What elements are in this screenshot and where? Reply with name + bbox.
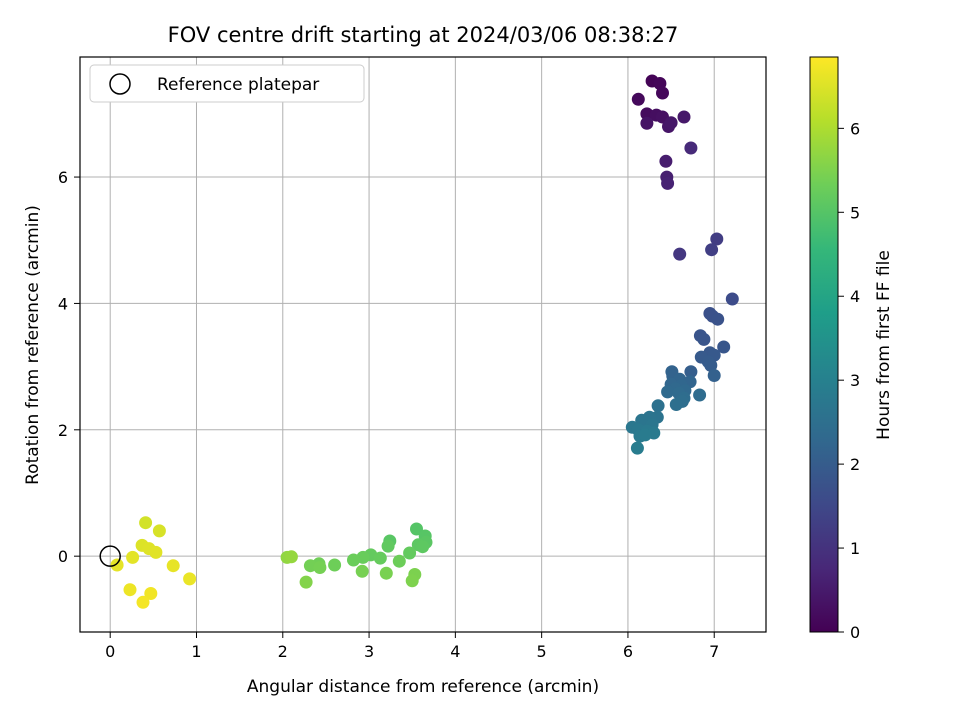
data-point <box>416 540 430 554</box>
data-point <box>405 574 419 588</box>
data-point <box>656 86 669 100</box>
y-axis-ticks: 0 2 4 6 <box>58 168 80 566</box>
data-point <box>631 92 645 106</box>
reference-marker-layer <box>99 545 121 567</box>
y-tick-label: 2 <box>58 421 68 440</box>
y-axis-label: Rotation from reference (arcmin) <box>23 205 43 485</box>
x-axis-ticks: 0 1 2 3 4 5 6 7 <box>105 632 719 661</box>
colorbar-tick-label: 0 <box>850 623 860 642</box>
data-point <box>328 558 342 572</box>
data-point <box>710 232 724 246</box>
data-point <box>284 550 298 564</box>
data-point <box>707 369 721 382</box>
data-point <box>684 141 698 155</box>
data-point <box>379 566 393 580</box>
data-point <box>373 551 387 565</box>
x-tick-label: 1 <box>191 642 201 661</box>
data-point <box>123 583 137 597</box>
data-points <box>110 74 739 609</box>
data-point <box>705 243 719 257</box>
y-tick-label: 4 <box>58 294 68 313</box>
data-point <box>661 385 675 399</box>
colorbar-tick-label: 6 <box>850 119 860 138</box>
plot-frame <box>79 56 767 633</box>
data-point <box>347 553 360 567</box>
x-axis-label: Angular distance from reference (arcmin) <box>247 677 599 697</box>
y-tick-label: 6 <box>58 168 68 187</box>
colorbar: 0 1 2 3 4 5 6 Hours from first FF file <box>809 56 894 642</box>
legend-entry-reference: Reference platepar <box>157 75 319 95</box>
x-tick-label: 3 <box>364 642 374 661</box>
colorbar-tick-label: 3 <box>850 371 860 390</box>
x-tick-label: 6 <box>623 642 633 661</box>
legend: Reference platepar <box>89 64 365 103</box>
data-point <box>183 572 197 586</box>
y-tick-label: 0 <box>58 547 68 566</box>
chart-title: FOV centre drift starting at 2024/03/06 … <box>168 23 679 47</box>
data-point <box>697 332 711 346</box>
data-point <box>410 522 423 536</box>
data-point <box>381 539 395 553</box>
data-point <box>711 312 725 326</box>
data-point <box>126 550 140 564</box>
data-point <box>403 546 417 560</box>
data-point <box>717 340 731 354</box>
data-point <box>664 116 678 130</box>
data-point <box>392 554 406 568</box>
data-point <box>640 116 654 130</box>
colorbar-tick-label: 1 <box>850 539 860 558</box>
colorbar-tick-label: 4 <box>850 287 860 306</box>
colorbar-tick-label: 2 <box>850 455 860 474</box>
x-tick-label: 7 <box>709 642 719 661</box>
colorbar-gradient <box>809 56 839 633</box>
colorbar-ticks: 0 1 2 3 4 5 6 <box>838 119 860 642</box>
x-tick-label: 2 <box>278 642 288 661</box>
legend-box <box>89 64 365 103</box>
data-point <box>166 559 180 573</box>
data-point <box>630 441 644 455</box>
data-point <box>139 516 153 530</box>
data-point <box>651 399 665 413</box>
data-point <box>659 154 673 168</box>
data-point <box>661 176 675 190</box>
data-point <box>110 558 124 572</box>
data-point <box>152 524 166 538</box>
data-point <box>673 247 687 261</box>
data-point <box>725 292 739 306</box>
x-tick-label: 0 <box>105 642 115 661</box>
x-tick-label: 4 <box>450 642 460 661</box>
colorbar-tick-label: 5 <box>850 203 860 222</box>
data-point <box>144 587 158 600</box>
data-point <box>669 398 683 411</box>
x-tick-label: 5 <box>537 642 547 661</box>
data-point <box>299 575 313 589</box>
data-point <box>149 545 163 559</box>
colorbar-label: Hours from first FF file <box>874 250 894 440</box>
data-point <box>136 595 150 609</box>
data-point <box>640 107 654 121</box>
data-point <box>677 110 691 124</box>
data-point <box>693 388 707 402</box>
data-point <box>313 561 327 574</box>
data-point <box>355 564 369 578</box>
reference-platepar-marker <box>99 545 121 567</box>
data-point <box>684 365 698 379</box>
legend-marker-icon <box>109 73 131 95</box>
data-point <box>638 428 652 442</box>
data-point <box>704 358 718 372</box>
